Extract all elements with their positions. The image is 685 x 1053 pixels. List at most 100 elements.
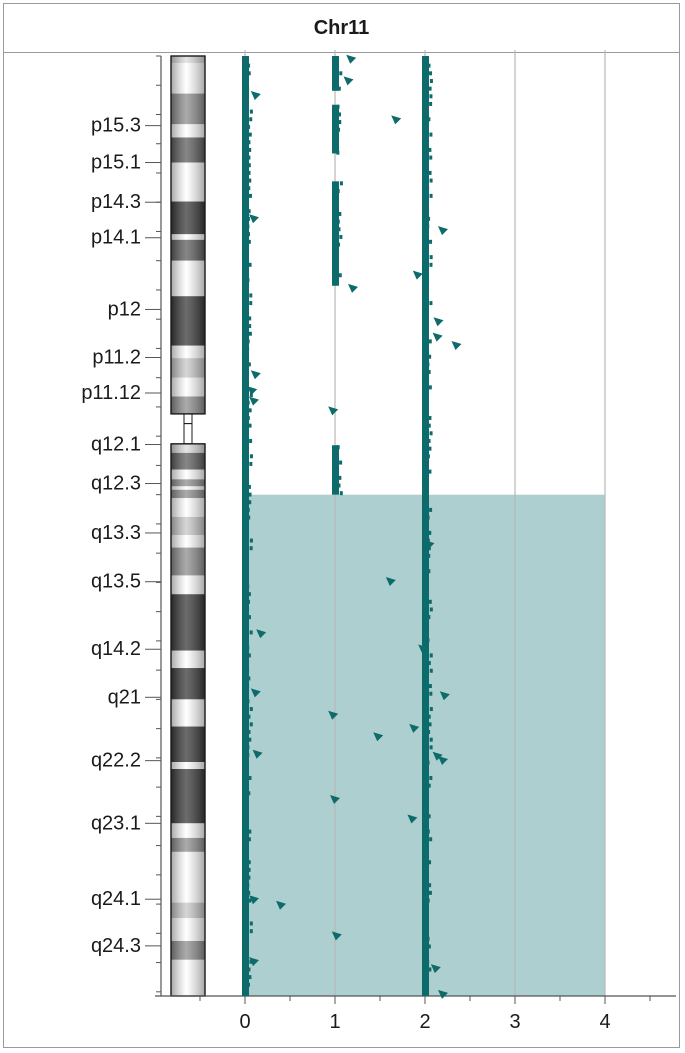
data-point	[246, 607, 250, 612]
data-point	[338, 211, 342, 216]
data-point	[247, 232, 251, 237]
data-point	[438, 755, 448, 765]
data-point	[336, 104, 340, 109]
data-point	[328, 710, 339, 720]
data-point	[428, 415, 432, 420]
data-point	[334, 56, 338, 60]
data-point	[246, 699, 250, 704]
data-point	[245, 78, 249, 83]
axes: 0 1 2 3 4	[155, 55, 676, 1033]
band-label: q24.3	[91, 935, 141, 957]
data-point	[426, 224, 430, 229]
data-point	[247, 63, 251, 68]
data-point	[424, 791, 428, 796]
data-point	[246, 661, 250, 666]
data-point	[245, 270, 249, 275]
data-point	[433, 317, 444, 327]
data-point	[423, 921, 427, 926]
data-point	[423, 278, 427, 283]
data-point	[429, 262, 433, 267]
data-point	[346, 54, 357, 64]
data-point	[425, 285, 429, 290]
data-point	[248, 829, 252, 834]
data-point	[385, 577, 396, 587]
x-tick-label: 0	[239, 1011, 250, 1033]
data-point	[245, 806, 249, 811]
data-point	[248, 147, 252, 152]
data-point	[248, 898, 252, 903]
data-point	[247, 967, 251, 972]
data-point	[333, 250, 337, 255]
data-point	[338, 475, 342, 480]
data-point	[244, 952, 248, 957]
band-label: q23.1	[91, 812, 141, 834]
data-point	[425, 875, 429, 880]
data-point	[245, 913, 249, 918]
data-point	[424, 523, 428, 528]
data-point	[427, 216, 431, 221]
data-point	[426, 959, 430, 964]
data-point	[429, 193, 433, 198]
data-point	[333, 265, 337, 270]
data-point	[247, 867, 251, 872]
data-point	[438, 226, 448, 236]
data-point	[337, 112, 341, 117]
data-point	[429, 737, 433, 742]
data-point	[424, 561, 428, 566]
data-point	[250, 688, 261, 698]
data-point	[245, 285, 249, 290]
band-label: p15.1	[91, 152, 141, 174]
band-label: q14.2	[91, 638, 141, 660]
data-point	[428, 890, 432, 895]
data-point	[244, 553, 248, 558]
data-point	[247, 875, 251, 880]
data-point	[429, 101, 433, 106]
data-point	[423, 316, 427, 321]
data-point	[425, 270, 429, 275]
data-point	[424, 982, 428, 987]
data-point	[244, 530, 248, 535]
data-point	[428, 147, 432, 152]
data-point	[248, 324, 252, 329]
data-point	[424, 124, 428, 129]
x-tick-label: 2	[419, 1011, 430, 1033]
data-point	[428, 354, 432, 359]
data-point	[249, 454, 253, 459]
data-point	[243, 94, 247, 99]
ideogram-p-arm	[170, 55, 206, 415]
band-label: p14.1	[91, 227, 141, 249]
data-point	[427, 63, 431, 68]
data-point	[249, 630, 253, 635]
data-point	[423, 400, 427, 405]
data-point	[429, 745, 433, 750]
band-label: q12.3	[91, 473, 141, 495]
data-point	[429, 837, 433, 842]
data-point	[249, 957, 259, 967]
data-point	[451, 340, 462, 350]
data-point	[426, 829, 430, 834]
data-point	[247, 186, 251, 191]
data-point	[428, 339, 432, 344]
data-point	[250, 370, 261, 380]
data-point	[248, 737, 252, 742]
band-label: q22.2	[91, 750, 141, 772]
data-point	[424, 592, 428, 597]
data-point	[426, 936, 430, 941]
data-point	[427, 730, 431, 735]
data-point	[418, 644, 429, 654]
data-point	[250, 90, 261, 100]
data-point	[425, 109, 429, 114]
chart-title-bar: Chr11	[4, 4, 679, 53]
data-point	[339, 181, 343, 186]
data-point	[429, 431, 433, 436]
data-point	[249, 921, 253, 926]
data-point	[335, 63, 339, 68]
data-point	[328, 406, 339, 416]
data-point	[339, 71, 343, 76]
data-point	[336, 150, 340, 155]
data-point	[249, 929, 253, 934]
data-point	[343, 76, 354, 86]
data-point	[244, 990, 248, 995]
data-point	[429, 239, 433, 244]
